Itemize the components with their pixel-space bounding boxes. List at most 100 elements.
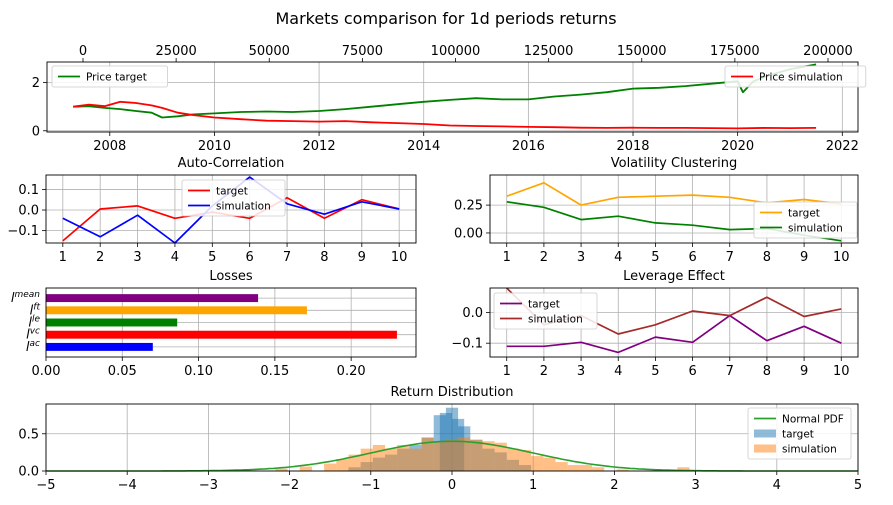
volatility-xtick-label: 2 bbox=[540, 250, 548, 265]
returns-hist-bar-simulation bbox=[336, 459, 349, 471]
returns-hist-bar-simulation bbox=[421, 437, 434, 471]
volatility-ytick-label: 0.00 bbox=[454, 226, 483, 241]
returns-xtick-label: −5 bbox=[36, 478, 55, 493]
returns-title: Return Distribution bbox=[390, 385, 513, 400]
returns-hist-bar-simulation bbox=[458, 437, 471, 471]
returns-hist-bar-simulation bbox=[555, 462, 568, 471]
returns-legend-patch bbox=[754, 444, 776, 453]
volatility-xtick-label: 7 bbox=[726, 250, 734, 265]
losses-bar-l-vc bbox=[46, 330, 397, 339]
volatility-legend-label: target bbox=[788, 208, 820, 220]
autocorr-xtick-label: 2 bbox=[96, 250, 104, 265]
leverage-xtick-label: 3 bbox=[577, 364, 585, 379]
returns-xtick-label: −3 bbox=[199, 478, 218, 493]
autocorr-legend-box bbox=[181, 179, 286, 217]
leverage-xtick-label: 2 bbox=[540, 364, 548, 379]
price-top-tick-label: 200000 bbox=[803, 44, 853, 59]
volatility-xtick-label: 1 bbox=[503, 250, 511, 265]
leverage-ytick-label: −0.1 bbox=[451, 337, 483, 352]
losses-xtick-label: 0.15 bbox=[260, 364, 289, 379]
returns-hist-bar-simulation bbox=[433, 441, 446, 471]
autocorr-xtick-label: 10 bbox=[391, 250, 408, 265]
volatility-legend-label: simulation bbox=[788, 223, 843, 235]
volatility-frame bbox=[489, 174, 859, 244]
volatility-xtick-label: 4 bbox=[614, 250, 622, 265]
losses-xtick-label: 0.20 bbox=[337, 364, 366, 379]
price-top-tick-label: 125000 bbox=[524, 44, 574, 59]
autocorr-xtick-label: 3 bbox=[133, 250, 141, 265]
autocorr-xtick-label: 9 bbox=[358, 250, 366, 265]
returns-hist-bar-simulation bbox=[348, 454, 361, 471]
returns-xtick-label: −2 bbox=[280, 478, 299, 493]
price-top-tick-label: 175000 bbox=[710, 44, 760, 59]
volatility-xtick-label: 6 bbox=[688, 250, 696, 265]
autocorr-xtick-label: 5 bbox=[208, 250, 216, 265]
price-top-tick-label: 150000 bbox=[617, 44, 667, 59]
losses-frame bbox=[45, 287, 417, 358]
autocorr-ytick-label: −0.1 bbox=[7, 224, 39, 239]
losses-ytick-label: lft bbox=[30, 302, 41, 318]
price-series-line bbox=[73, 63, 817, 119]
losses-title: Losses bbox=[209, 269, 253, 284]
leverage-ytick-label: 0.0 bbox=[462, 306, 483, 321]
volatility-panel: 1 2 3 4 5 6 7 8 9 10 0.25 0.00 Volatility Clustering… bbox=[454, 156, 859, 265]
returns-xtick-label: 3 bbox=[691, 478, 699, 493]
returns-xtick-label: 1 bbox=[529, 478, 537, 493]
losses-ytick-label: lle bbox=[28, 315, 40, 331]
price-ytick-label: 2 bbox=[32, 76, 40, 91]
returns-hist-bar-simulation bbox=[360, 448, 373, 471]
returns-hist-bar-simulation bbox=[397, 444, 410, 471]
volatility-xtick-label: 8 bbox=[763, 250, 771, 265]
returns-xtick-label: −1 bbox=[361, 478, 380, 493]
leverage-legend-label: target bbox=[528, 299, 560, 311]
autocorr-panel: 1 2 3 4 5 6 7 8 9 10 0.1 0.0 −0.1 Auto-Correlation tar… bbox=[7, 156, 417, 265]
price-top-tick-label: 100000 bbox=[431, 44, 481, 59]
losses-xtick-label: 0.00 bbox=[32, 364, 61, 379]
returns-xtick-label: −4 bbox=[118, 478, 137, 493]
returns-hist-bar-simulation bbox=[385, 448, 398, 471]
returns-frame bbox=[45, 403, 859, 472]
price-xtick-label: 2014 bbox=[407, 139, 440, 154]
price-xtick-label: 2020 bbox=[721, 139, 754, 154]
returns-hist-bar-simulation bbox=[531, 456, 544, 471]
autocorr-ytick-label: 0.0 bbox=[18, 204, 39, 219]
returns-xtick-label: 2 bbox=[610, 478, 618, 493]
autocorr-ytick-label: 0.1 bbox=[18, 183, 39, 198]
autocorr-title: Auto-Correlation bbox=[178, 156, 285, 171]
leverage-legend-label: simulation bbox=[528, 314, 583, 326]
price-ytick-label: 0 bbox=[32, 124, 40, 139]
price-top-tick-label: 50000 bbox=[249, 44, 290, 59]
returns-hist-bar-simulation bbox=[506, 448, 519, 471]
leverage-panel: 1 2 3 4 5 6 7 8 9 10 0.0 −0.1 Leverage Effect target s… bbox=[451, 269, 859, 379]
returns-ytick-label: 0.5 bbox=[18, 427, 39, 442]
volatility-xtick-label: 5 bbox=[651, 250, 659, 265]
autocorr-xtick-label: 4 bbox=[171, 250, 179, 265]
figure-title: Markets comparison for 1d periods return… bbox=[275, 9, 616, 28]
returns-hist-bar-simulation bbox=[677, 467, 690, 471]
price-xtick-label: 2010 bbox=[198, 139, 231, 154]
volatility-series-line bbox=[506, 181, 842, 206]
price-target-legend-label: Price target bbox=[86, 72, 147, 84]
price-panel: 2008 2010 2012 2014 2016 2018 2020 2022 0 25000 50… bbox=[32, 44, 867, 154]
leverage-xtick-label: 1 bbox=[503, 364, 511, 379]
returns-hist-bar-simulation bbox=[409, 448, 422, 471]
losses-bar-l-mean bbox=[46, 294, 259, 303]
price-xtick-label: 2008 bbox=[93, 139, 126, 154]
returns-legend-label: target bbox=[782, 429, 814, 441]
returns-hist-bar-simulation bbox=[567, 465, 580, 471]
returns-legend-label: simulation bbox=[782, 444, 837, 456]
leverage-series-line bbox=[506, 314, 842, 354]
leverage-xtick-label: 4 bbox=[614, 364, 622, 379]
losses-ytick-label: lmean bbox=[11, 290, 40, 306]
returns-legend-patch bbox=[754, 429, 776, 438]
price-top-tick-label: 25000 bbox=[155, 44, 196, 59]
returns-hist-bar-simulation bbox=[299, 466, 312, 471]
volatility-xtick-label: 3 bbox=[577, 250, 585, 265]
losses-bar-l-ac bbox=[46, 342, 153, 351]
returns-xtick-label: 0 bbox=[448, 478, 456, 493]
autocorr-xtick-label: 8 bbox=[320, 250, 328, 265]
returns-hist-bar-simulation bbox=[518, 450, 532, 471]
